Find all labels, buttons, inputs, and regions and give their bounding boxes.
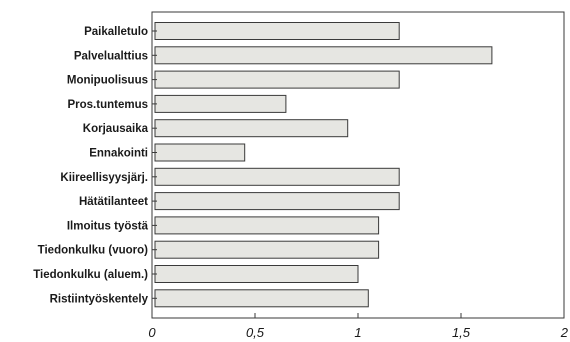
bar-3 (154, 94, 287, 113)
x-tick-label: 1 (354, 325, 361, 340)
category-labels: Paikalletulo Palvelualttius Monipuolisuus P… (33, 26, 148, 305)
category-label: Pros.tuntemus (67, 99, 148, 111)
x-tick-label: 2 (560, 325, 569, 340)
x-tick-label: 0 (148, 325, 156, 340)
category-label: Monipuolisuus (67, 75, 148, 87)
bar-8 (154, 216, 380, 235)
x-axis-ticks: 0 0,5 1 1,5 2 (148, 313, 569, 340)
bar-11 (154, 289, 369, 308)
bar-9 (154, 240, 380, 259)
bar-4 (154, 119, 349, 138)
category-label: Ennakointi (89, 148, 148, 160)
category-label: Tiedonkulku (aluem.) (33, 269, 148, 281)
category-label: Hätätilanteet (79, 196, 148, 208)
bar-2 (154, 70, 400, 89)
category-label: Ristiintyöskentely (50, 293, 149, 305)
bar-1 (154, 46, 493, 65)
x-tick-label: 1,5 (452, 325, 471, 340)
bar-0 (154, 22, 400, 40)
bar-10 (154, 265, 359, 283)
category-label: Kiireellisyysjärj. (60, 172, 148, 184)
bar-7 (154, 192, 400, 211)
bar-5 (154, 143, 246, 162)
category-label: Korjausaika (83, 123, 149, 135)
category-label: Ilmoitus työstä (67, 220, 149, 232)
category-label: Tiedonkulku (vuoro) (38, 245, 148, 257)
x-tick-label: 0,5 (246, 325, 265, 340)
category-label: Paikalletulo (84, 26, 148, 38)
bar-6 (154, 167, 400, 186)
category-label: Palvelualttius (74, 50, 148, 62)
bars (152, 22, 493, 308)
